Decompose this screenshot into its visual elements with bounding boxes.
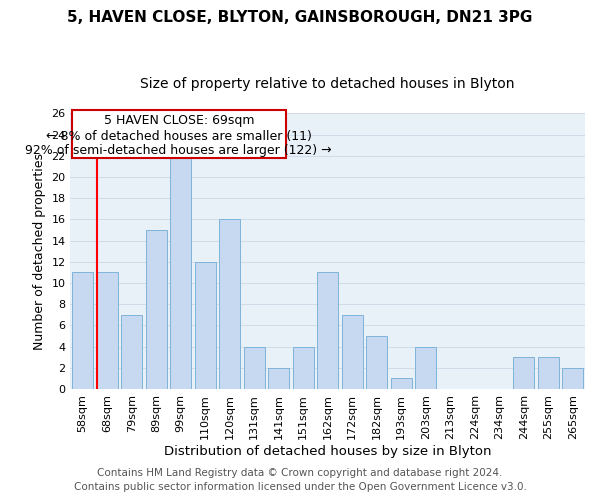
Bar xyxy=(121,315,142,389)
Bar xyxy=(391,378,412,389)
Bar xyxy=(97,272,118,389)
Bar xyxy=(244,346,265,389)
Text: 92% of semi-detached houses are larger (122) →: 92% of semi-detached houses are larger (… xyxy=(25,144,332,157)
Bar xyxy=(366,336,387,389)
Y-axis label: Number of detached properties: Number of detached properties xyxy=(32,152,46,350)
Bar xyxy=(195,262,215,389)
Bar xyxy=(146,230,167,389)
Bar xyxy=(538,357,559,389)
Bar xyxy=(514,357,534,389)
Text: Contains HM Land Registry data © Crown copyright and database right 2024.
Contai: Contains HM Land Registry data © Crown c… xyxy=(74,468,526,492)
Title: Size of property relative to detached houses in Blyton: Size of property relative to detached ho… xyxy=(140,78,515,92)
Bar xyxy=(415,346,436,389)
X-axis label: Distribution of detached houses by size in Blyton: Distribution of detached houses by size … xyxy=(164,444,491,458)
Bar xyxy=(72,272,93,389)
Bar xyxy=(170,146,191,389)
Bar xyxy=(293,346,314,389)
Bar xyxy=(342,315,362,389)
Text: 5 HAVEN CLOSE: 69sqm: 5 HAVEN CLOSE: 69sqm xyxy=(104,114,254,128)
FancyBboxPatch shape xyxy=(71,110,286,158)
Bar xyxy=(219,220,240,389)
Bar xyxy=(562,368,583,389)
Text: 5, HAVEN CLOSE, BLYTON, GAINSBOROUGH, DN21 3PG: 5, HAVEN CLOSE, BLYTON, GAINSBOROUGH, DN… xyxy=(67,10,533,25)
Bar xyxy=(317,272,338,389)
Text: ← 8% of detached houses are smaller (11): ← 8% of detached houses are smaller (11) xyxy=(46,130,312,143)
Bar xyxy=(268,368,289,389)
